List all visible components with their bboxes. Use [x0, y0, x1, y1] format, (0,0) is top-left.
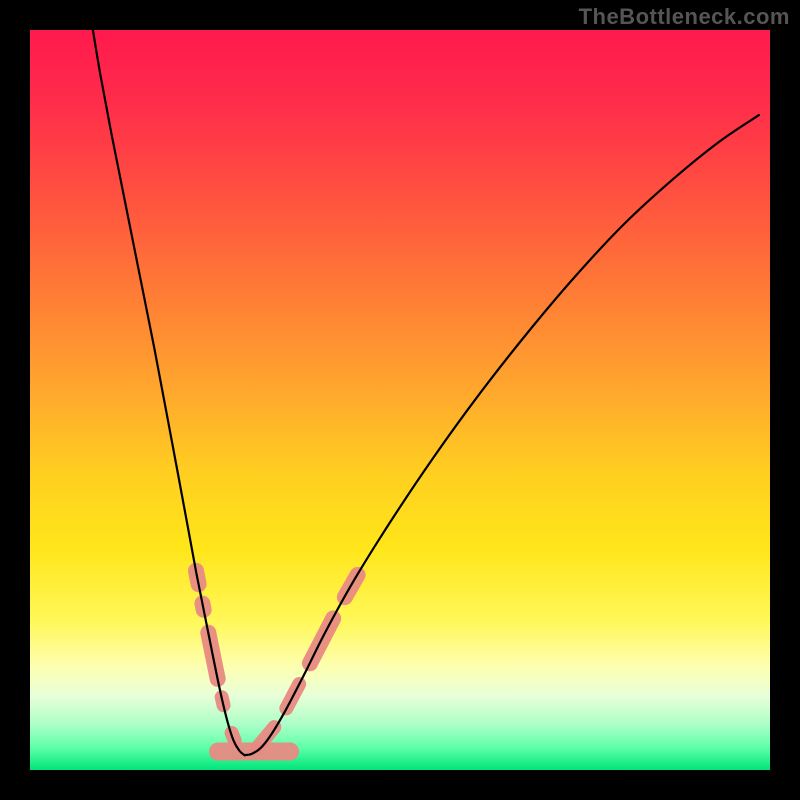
plot-area: [30, 30, 770, 770]
outer-frame: TheBottleneck.com: [0, 0, 800, 800]
bottleneck-chart: [30, 30, 770, 770]
watermark-text: TheBottleneck.com: [579, 4, 790, 30]
